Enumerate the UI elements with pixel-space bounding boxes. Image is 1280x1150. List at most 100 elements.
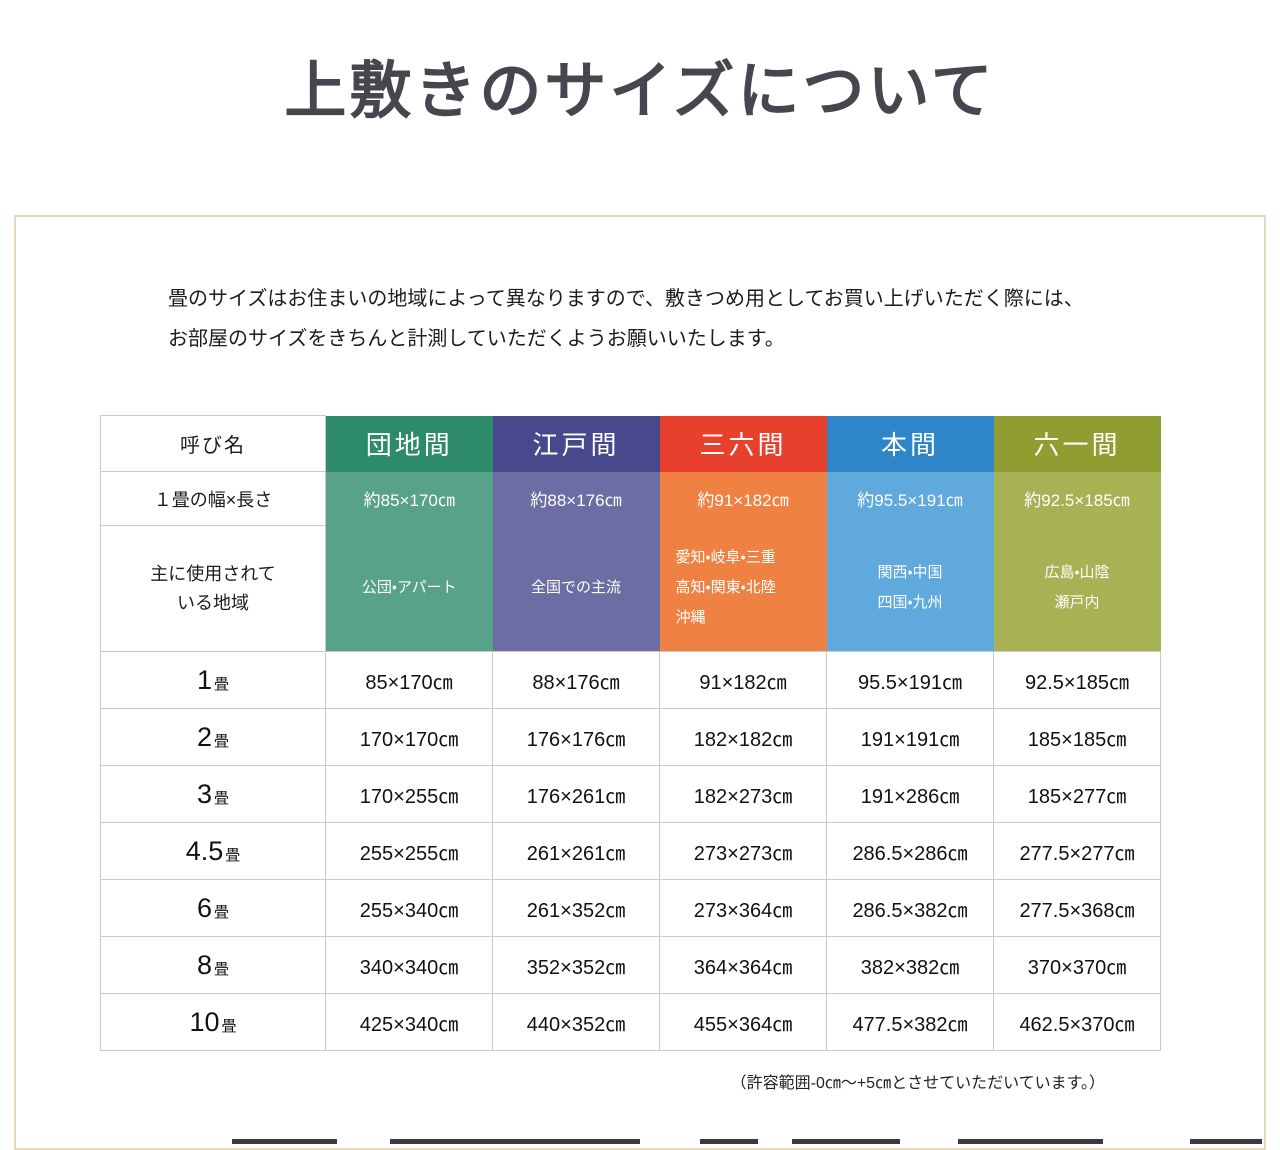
unit-size-cell: 約95.5×191㎝ [826, 471, 994, 526]
size-value-cell: 176×261㎝ [492, 765, 660, 823]
size-value-cell: 425×340㎝ [325, 993, 493, 1051]
intro-text: 畳のサイズはお住まいの地域によって異なりますので、敷きつめ用としてお買い上げいた… [168, 279, 1264, 359]
size-value-cell: 255×255㎝ [325, 822, 493, 880]
size-value-cell: 170×255㎝ [325, 765, 493, 823]
size-value-cell: 286.5×382㎝ [826, 879, 994, 937]
region-line: 四国・九州 [877, 594, 943, 612]
unit-size-cell: 約92.5×185㎝ [993, 471, 1161, 526]
size-value-cell: 277.5×277㎝ [993, 822, 1161, 880]
size-value-cell: 191×191㎝ [826, 708, 994, 766]
cutoff-fragment [958, 1139, 1103, 1144]
size-value-cell: 182×273㎝ [659, 765, 827, 823]
content-frame: 畳のサイズはお住まいの地域によって異なりますので、敷きつめ用としてお買い上げいた… [14, 215, 1266, 1150]
row-label-number: 6 [196, 892, 212, 923]
size-value-cell: 455×364㎝ [659, 993, 827, 1051]
unit-size-cell: 約88×176㎝ [492, 471, 660, 526]
row-label-unit: 畳 [214, 789, 230, 807]
region-row: 主に使用されて いる地域 公団・アパート 全国での主流 愛知・岐阜・三重 高知・… [100, 525, 1161, 652]
row-label-number: 2 [196, 721, 212, 752]
size-value-cell: 382×382㎝ [826, 936, 994, 994]
row-label-unit: 畳 [221, 1017, 237, 1035]
size-value-cell: 170×170㎝ [325, 708, 493, 766]
next-section-cutoff [0, 1139, 1280, 1144]
cutoff-fragment [792, 1139, 900, 1144]
size-value-cell: 255×340㎝ [325, 879, 493, 937]
column-header-rokuichima: 六一間 [993, 415, 1161, 472]
intro-line-2: お部屋のサイズをきちんと計測していただくようお願いいたします。 [168, 328, 785, 350]
row-label-number: 3 [196, 778, 212, 809]
size-value-cell: 370×370㎝ [993, 936, 1161, 994]
page-title: 上敷きのサイズについて [284, 54, 996, 127]
tolerance-footnote: （許容範囲-0㎝〜+5㎝とさせていただいています。） [730, 1075, 1105, 1092]
size-value-cell: 277.5×368㎝ [993, 879, 1161, 937]
size-value-cell: 182×182㎝ [659, 708, 827, 766]
cutoff-fragment [232, 1139, 337, 1144]
size-value-cell: 85×170㎝ [325, 651, 493, 709]
size-value-cell: 462.5×370㎝ [993, 993, 1161, 1051]
row-label-unit: 畳 [214, 903, 230, 921]
column-header-honma: 本間 [826, 415, 994, 472]
size-value-cell: 185×185㎝ [993, 708, 1161, 766]
region-line: 公団・アパート [361, 579, 457, 597]
region-row-label: 主に使用されて いる地域 [100, 525, 326, 652]
size-value-cell: 92.5×185㎝ [993, 651, 1161, 709]
region-line: 関西・中国 [877, 564, 943, 582]
unit-size-row: １畳の幅×長さ 約85×170㎝ 約88×176㎝ 約91×182㎝ 約95.5… [100, 471, 1161, 526]
row-label-number: 4.5 [185, 835, 224, 866]
size-value-cell: 261×352㎝ [492, 879, 660, 937]
size-value-cell: 352×352㎝ [492, 936, 660, 994]
unit-size-cell: 約85×170㎝ [325, 471, 493, 526]
row-label-unit: 畳 [214, 675, 230, 693]
size-value-cell: 273×273㎝ [659, 822, 827, 880]
size-value-cell: 364×364㎝ [659, 936, 827, 994]
column-header-edoma: 江戸間 [492, 415, 660, 472]
column-header-sabuma: 三六間 [659, 415, 827, 472]
region-line: 沖縄 [675, 609, 706, 627]
region-line: 全国での主流 [530, 579, 621, 597]
cutoff-fragment [390, 1139, 640, 1144]
header-row: 呼び名 団地間 江戸間 三六間 本間 六一間 [100, 415, 1161, 472]
region-line: 瀬戸内 [1054, 594, 1100, 612]
region-row-label-line-2: いる地域 [177, 592, 249, 613]
unit-size-row-label: １畳の幅×長さ [100, 471, 326, 526]
row-label-unit: 畳 [214, 960, 230, 978]
intro-line-1: 畳のサイズはお住まいの地域によって異なりますので、敷きつめ用としてお買い上げいた… [168, 288, 1084, 310]
size-value-cell: 185×277㎝ [993, 765, 1161, 823]
size-value-cell: 261×261㎝ [492, 822, 660, 880]
column-header-danchima: 団地間 [325, 415, 493, 472]
size-value-cell: 340×340㎝ [325, 936, 493, 994]
corner-header-cell: 呼び名 [100, 415, 326, 472]
region-line: 広島・山陰 [1044, 564, 1110, 582]
size-row-4-5jo: 4.5 畳 255×255㎝ 261×261㎝ 273×273㎝ 286.5×28… [100, 822, 1161, 880]
region-row-label-line-1: 主に使用されて [150, 563, 276, 584]
region-line: 愛知・岐阜・三重 [675, 549, 776, 567]
region-cell: 全国での主流 [492, 525, 660, 652]
row-label: 10 畳 [100, 993, 326, 1051]
size-value-cell: 477.5×382㎝ [826, 993, 994, 1051]
size-value-cell: 191×286㎝ [826, 765, 994, 823]
row-label-unit: 畳 [225, 846, 241, 864]
size-value-cell: 88×176㎝ [492, 651, 660, 709]
region-line: 高知・関東・北陸 [675, 579, 776, 597]
region-cell: 公団・アパート [325, 525, 493, 652]
size-value-cell: 91×182㎝ [659, 651, 827, 709]
row-label: 4.5 畳 [100, 822, 326, 880]
row-label-number: 1 [196, 664, 212, 695]
size-row-10jo: 10 畳 425×340㎝ 440×352㎝ 455×364㎝ 477.5×382… [100, 993, 1161, 1051]
size-value-cell: 440×352㎝ [492, 993, 660, 1051]
row-label-unit: 畳 [214, 732, 230, 750]
page: { "page": { "title": "上敷きのサイズについて", "int… [0, 40, 1280, 1150]
cutoff-fragment [1190, 1139, 1262, 1144]
size-value-cell: 95.5×191㎝ [826, 651, 994, 709]
size-value-cell: 176×176㎝ [492, 708, 660, 766]
cutoff-fragment [700, 1139, 758, 1144]
